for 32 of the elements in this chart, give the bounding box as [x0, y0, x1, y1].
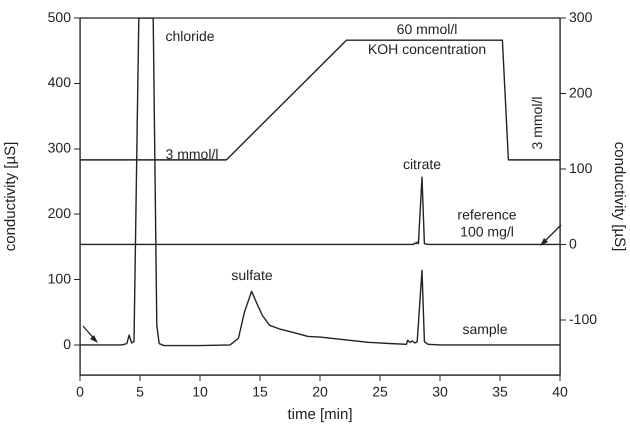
x-axis-title: time [min] [287, 406, 353, 424]
annotation: 3 mmol/l [166, 146, 218, 162]
y-tick-label: 100 [48, 270, 72, 286]
y2-tick-label: 100 [569, 160, 593, 176]
y2-tick-label: 300 [569, 8, 593, 25]
annotation: reference 100 mg/l [457, 206, 517, 240]
annotation: sulfate [231, 266, 273, 283]
x-tick-label: 5 [136, 383, 144, 400]
annotation: KOH concentration [368, 40, 486, 57]
x-tick-label: 20 [312, 383, 328, 400]
annotation: 60 mmol/l [396, 20, 458, 37]
x-tick-label: 35 [492, 383, 508, 400]
y-tick-label: 500 [48, 8, 72, 25]
y-tick-label: 200 [48, 205, 72, 222]
annotation: citrate [402, 156, 442, 172]
y2-tick-label: 0 [569, 235, 577, 252]
y2-tick-label: -100 [569, 310, 598, 327]
x-tick-label: 30 [432, 383, 448, 400]
y2-tick-label: 200 [569, 84, 593, 100]
y-tick-label: 0 [63, 336, 72, 352]
annotation: 3 mmol/l [528, 96, 545, 150]
x-tick-label: 0 [76, 383, 84, 400]
x-tick-label: 40 [552, 383, 568, 400]
x-tick-label: 15 [252, 383, 268, 400]
x-tick-label: 25 [372, 383, 388, 400]
x-tick-label: 10 [192, 383, 208, 400]
annotation: sample [462, 320, 508, 337]
annotation: chloride [165, 28, 215, 44]
y-tick-label: 300 [48, 140, 72, 156]
y2-axis-title: conductivity [µS] [610, 142, 628, 252]
y-axis-title: conductivity [µS] [2, 142, 20, 252]
y-tick-label: 400 [48, 74, 72, 90]
